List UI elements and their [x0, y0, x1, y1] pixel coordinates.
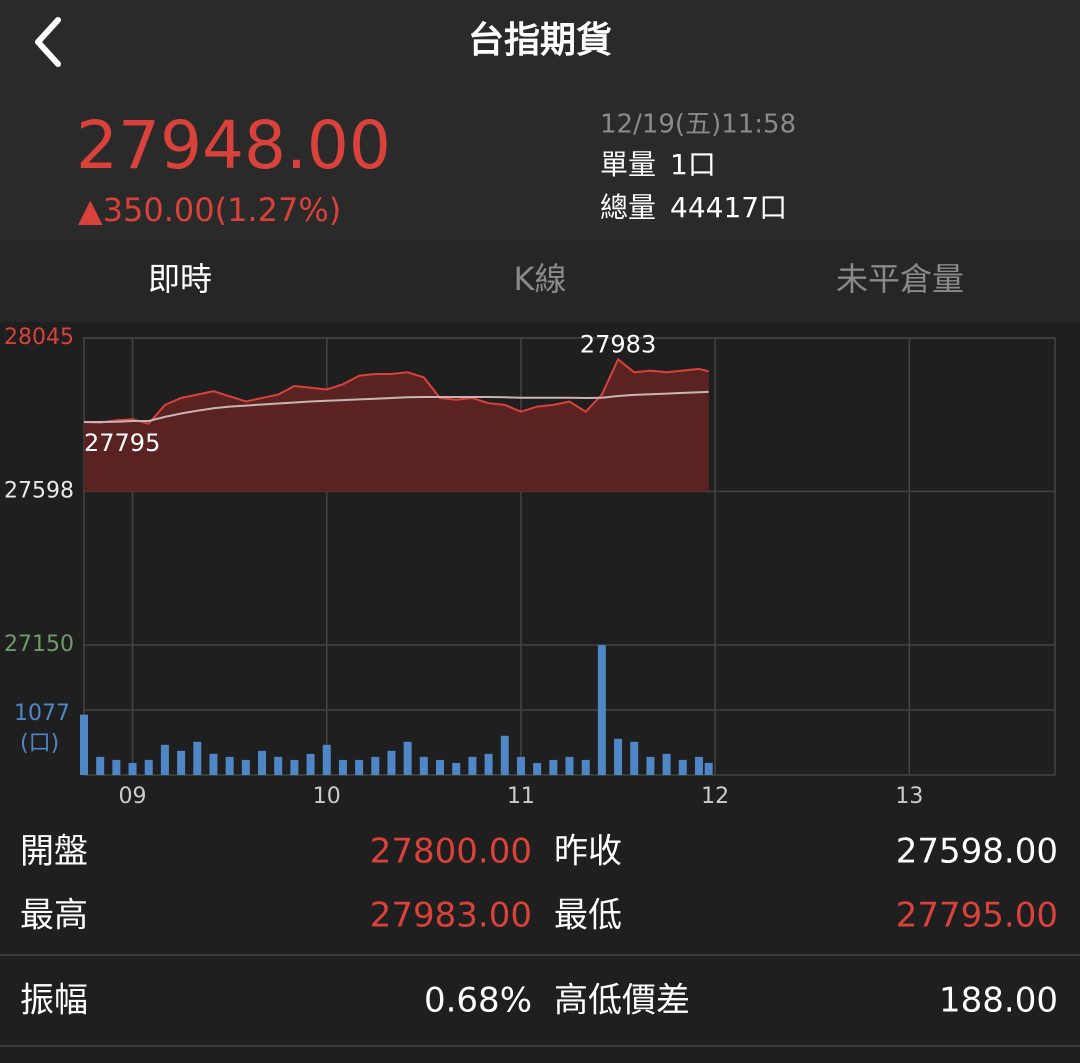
volume-bar [694, 756, 703, 775]
stat-label: 最高 [20, 896, 88, 936]
volume-bar [290, 759, 299, 775]
volume-bar [704, 762, 713, 775]
volume-bar [96, 756, 105, 775]
y-tick-label: 27598 [4, 478, 74, 503]
last-price: 27948.00 [76, 107, 391, 184]
volume-bar [500, 735, 509, 775]
volume-bar [436, 759, 445, 775]
y-tick-label: 1077 [14, 701, 70, 726]
volume-bar [274, 756, 283, 775]
volume-bar [177, 750, 186, 775]
volume-label: 單量 [600, 148, 656, 181]
high-label: 27983 [580, 330, 656, 358]
stat-value: 27598.00 [896, 832, 1058, 872]
average-line [84, 390, 709, 423]
back-button[interactable] [35, 17, 61, 67]
stat-label: 開盤 [20, 832, 88, 872]
x-tick-label: 09 [119, 784, 147, 809]
tab[interactable]: 未平倉量 [836, 260, 964, 298]
volume-bar [193, 741, 202, 775]
x-tick-label: 13 [895, 784, 923, 809]
volume-bar [338, 759, 347, 775]
volume-bar [419, 756, 428, 775]
volume-bar [112, 759, 121, 775]
volume-unit: (口) [20, 731, 59, 756]
stat-value: 27795.00 [896, 896, 1058, 936]
x-tick-label: 11 [507, 784, 535, 809]
y-tick-label: 27150 [4, 632, 74, 657]
volume-bar [581, 759, 590, 775]
stat-label: 高低價差 [554, 981, 690, 1021]
volume-bar [597, 645, 606, 775]
volume-bar [484, 753, 493, 775]
volume-bar [258, 750, 267, 775]
price-line [83, 357, 709, 425]
price-area [84, 359, 709, 492]
tab[interactable]: 即時 [148, 260, 212, 298]
volume-bar [306, 753, 315, 775]
quote-time: 12/19(五)11:58 [600, 110, 796, 140]
header-bg [0, 0, 1080, 240]
volume-bar [678, 759, 687, 775]
volume-bar [241, 759, 250, 775]
volume-bar [160, 744, 169, 775]
volume-bar [80, 714, 88, 775]
volume-bar [468, 756, 477, 775]
volume-bar [452, 762, 461, 775]
stat-label: 昨收 [554, 832, 622, 872]
low-label: 27795 [84, 429, 160, 457]
tabs-bg [0, 240, 1080, 322]
stat-label: 最低 [554, 896, 622, 936]
volume-value: 1口 [670, 148, 716, 181]
stat-value: 0.68% [424, 981, 532, 1021]
volume-bar [355, 759, 364, 775]
volume-bar [403, 741, 412, 775]
volume-bar [322, 744, 331, 775]
tab[interactable]: K線 [514, 260, 567, 298]
volume-bar [533, 762, 542, 775]
volume-bar [614, 738, 623, 775]
page-title: 台指期貨 [468, 20, 612, 61]
x-tick-label: 10 [313, 784, 341, 809]
total-label: 總量 [600, 191, 656, 224]
volume-bar [646, 756, 655, 775]
volume-bar [630, 741, 639, 775]
volume-bar [144, 759, 153, 775]
volume-bar [371, 756, 380, 775]
y-tick-label: 28045 [4, 325, 74, 350]
price-change: ▲350.00(1.27%) [78, 191, 341, 229]
volume-bar [565, 756, 574, 775]
volume-bar [516, 756, 525, 775]
volume-bar [549, 759, 558, 775]
stat-value: 27800.00 [370, 832, 532, 872]
stat-value: 27983.00 [370, 896, 532, 936]
volume-bar [209, 753, 218, 775]
x-tick-label: 12 [701, 784, 729, 809]
volume-bar [387, 750, 396, 775]
total-value: 44417口 [670, 191, 787, 224]
stat-value: 188.00 [939, 981, 1058, 1021]
volume-bar [662, 753, 671, 775]
volume-bar [225, 756, 234, 775]
stat-label: 振幅 [20, 981, 88, 1021]
volume-bar [128, 762, 137, 775]
